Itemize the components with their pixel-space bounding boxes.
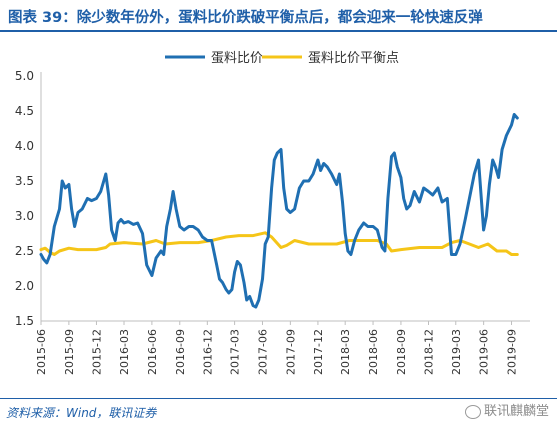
x-tick-label: 2016-06 bbox=[146, 329, 159, 375]
x-tick-label: 2016-03 bbox=[118, 329, 131, 375]
x-tick-label: 2017-09 bbox=[284, 329, 297, 375]
x-tick-label: 2016-09 bbox=[174, 329, 187, 375]
y-tick-label: 1.5 bbox=[15, 314, 34, 328]
y-tick-label: 4.5 bbox=[15, 104, 34, 118]
y-tick-label: 3.5 bbox=[15, 174, 34, 188]
series-line-price-ratio bbox=[39, 113, 519, 309]
wechat-icon bbox=[464, 404, 481, 419]
x-tick-label: 2017-03 bbox=[229, 329, 242, 375]
series-line-breakeven bbox=[39, 231, 519, 256]
x-tick-label: 2015-09 bbox=[63, 329, 76, 375]
x-tick-label: 2016-12 bbox=[201, 329, 214, 375]
chart-title: 图表 39：除少数年份外，蛋料比价跌破平衡点后，都会迎来一轮快速反弹 bbox=[8, 10, 483, 26]
legend-label-price-ratio: 蛋料比价 bbox=[211, 51, 263, 66]
y-axis: 1.5 2.0 2.5 3.0 3.5 4.0 4.5 5.0 bbox=[15, 69, 42, 328]
line-chart: 蛋料比价 蛋料比价平衡点 1.5 2.0 2.5 3.0 3.5 4.0 4.5 5.0 20… bbox=[15, 51, 530, 375]
y-tick-label: 3.0 bbox=[15, 209, 34, 223]
watermark-label: 联讯麒麟堂 bbox=[483, 404, 549, 419]
x-tick-label: 2017-12 bbox=[312, 329, 325, 375]
x-tick-label: 2018-06 bbox=[367, 329, 380, 375]
legend: 蛋料比价 蛋料比价平衡点 bbox=[165, 51, 399, 66]
source-note: 资料来源：Wind，联讯证券 bbox=[6, 406, 157, 420]
footer-divider bbox=[0, 398, 557, 399]
y-tick-label: 2.0 bbox=[15, 279, 34, 293]
x-tick-label: 2015-06 bbox=[35, 329, 48, 375]
series-layer bbox=[39, 113, 519, 309]
x-tick-label: 2018-03 bbox=[339, 329, 352, 375]
x-tick-label: 2017-06 bbox=[256, 329, 269, 375]
x-tick-label: 2018-12 bbox=[423, 329, 436, 375]
x-tick-label: 2019-03 bbox=[450, 329, 463, 375]
y-tick-label: 5.0 bbox=[15, 69, 34, 83]
legend-label-breakeven: 蛋料比价平衡点 bbox=[308, 51, 399, 66]
y-tick-label: 2.5 bbox=[15, 244, 34, 258]
x-axis: 2015-06 2015-09 2015-12 2016-03 2016-06 2016-… bbox=[35, 320, 530, 375]
x-tick-label: 2018-09 bbox=[395, 329, 408, 375]
watermark: 联讯麒麟堂 bbox=[464, 400, 549, 419]
x-tick-label: 2019-06 bbox=[478, 329, 491, 375]
title-divider bbox=[0, 30, 557, 32]
x-tick-label: 2019-09 bbox=[506, 329, 519, 375]
x-tick-label: 2015-12 bbox=[90, 329, 103, 375]
y-tick-label: 4.0 bbox=[15, 139, 34, 153]
